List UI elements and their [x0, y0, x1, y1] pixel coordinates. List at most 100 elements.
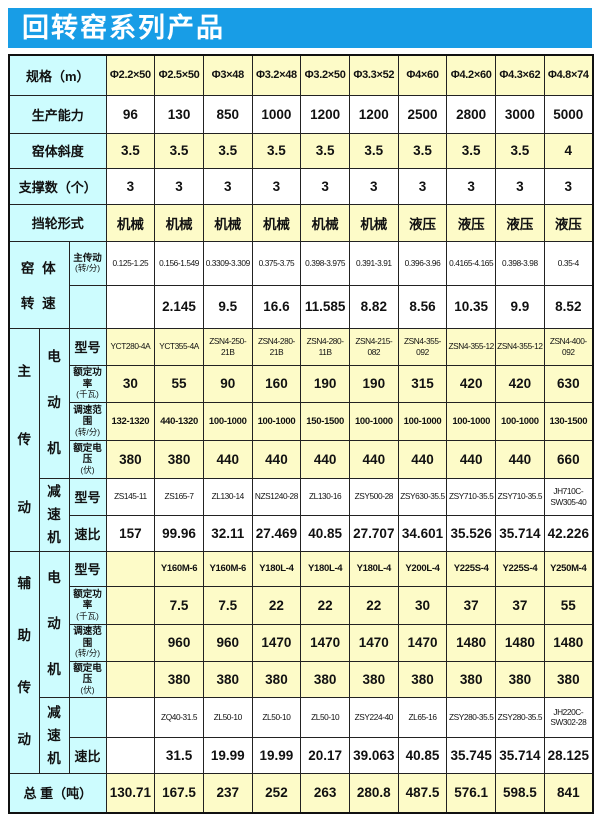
aux-motor-power-cell: 22: [251, 585, 302, 625]
weight-row: 总 重（吨） 130.71 167.5 237 252 263 280.8 48…: [8, 772, 594, 814]
aux-reducer-ratio-cell: 40.85: [397, 736, 448, 774]
aux-motor-power-cell: 55: [543, 585, 594, 625]
aux-reducer-model-cell: ZSY280-35.5: [446, 696, 497, 738]
main-motor-power-cell: 190: [300, 364, 350, 403]
capacity-row: 生产能力 96 130 850 1000 1200 1200 2500 2800…: [8, 94, 594, 134]
main-motor-range-cell: 132-1320: [105, 401, 156, 441]
weight-cell: 576.1: [446, 772, 497, 814]
aux-motor-label: 电动机: [38, 550, 70, 698]
aux-motor-range-cell: [105, 623, 156, 662]
spec-table: 规格（m） Φ2.2×50 Φ2.5×50 Φ3×48 Φ3.2×48 Φ3.2…: [8, 54, 594, 814]
weight-cell: 598.5: [495, 772, 545, 814]
main-motor-model-cell: ZSN4-250-21B: [202, 327, 253, 366]
weight-cell: 130.71: [105, 772, 156, 814]
supports-cell: 3: [154, 167, 204, 205]
speed-aux-cell: 9.9: [495, 284, 545, 329]
aux-motor-range-cell: 960: [154, 623, 204, 662]
main-reducer-model-cell: ZSY710-35.5: [446, 477, 497, 516]
main-motor-model-cell: ZSN4-355-092: [397, 327, 448, 366]
sub-row-label: 主传动 (转/分): [68, 240, 107, 286]
aux-motor-power-row: 额定功率 (千瓦) 7.5 7.5 22 22 22 30 37 37 55: [9, 585, 594, 625]
main-motor-range-cell: 100-1000: [446, 401, 497, 441]
main-motor-power-cell: 420: [495, 364, 545, 403]
aux-reducer-model-cell: ZL50-10: [251, 696, 302, 738]
sub-row-label: 速比: [68, 514, 107, 552]
slope-cell: 3.5: [251, 132, 302, 169]
sub-row-label: 调速范围 (转/分): [68, 401, 107, 441]
main-motor-range-cell: 130-1500: [543, 401, 594, 441]
main-motor-label: 电动机: [38, 327, 70, 479]
aux-motor-model-cell: Y225S-4: [446, 550, 497, 587]
aux-motor-power-cell: 30: [397, 585, 448, 625]
speed-aux-cell: 8.82: [348, 284, 399, 329]
aux-motor-model-cell: [105, 550, 156, 587]
kiln-speed-label-bottom: 转 速: [20, 295, 58, 311]
aux-motor-model-cell: Y180L-4: [348, 550, 399, 587]
aux-reducer-model-cell: ZL50-10: [202, 696, 253, 738]
speed-aux-cell: 9.5: [202, 284, 253, 329]
main-reducer-model-cell: ZSY710-35.5: [495, 477, 545, 516]
main-reducer-model-cell: ZS165-7: [154, 477, 204, 516]
supports-cell: 3: [397, 167, 448, 205]
speed-main-cell: 0.398-3.98: [495, 240, 545, 286]
roller-cell: 液压: [543, 203, 594, 242]
spec-row: 规格（m） Φ2.2×50 Φ2.5×50 Φ3×48 Φ3.2×48 Φ3.2…: [8, 54, 594, 96]
aux-motor-range-cell: 1470: [251, 623, 302, 662]
main-motor-volt-cell: 440: [202, 439, 253, 479]
aux-motor-power-cell: 7.5: [154, 585, 204, 625]
aux-motor-volt-cell: [105, 660, 156, 698]
speed-main-cell: 0.398-3.975: [300, 240, 350, 286]
main-motor-power-cell: 30: [105, 364, 156, 403]
main-motor-model-cell: YCT355-4A: [154, 327, 204, 366]
aux-motor-volt-cell: 380: [543, 660, 594, 698]
main-reducer-model-cell: ZL130-16: [300, 477, 350, 516]
aux-motor-volt-cell: 380: [446, 660, 497, 698]
aux-motor-volt-cell: 380: [495, 660, 545, 698]
aux-motor-model-cell: Y180L-4: [300, 550, 350, 587]
roller-cell: 机械: [154, 203, 204, 242]
main-reducer-ratio-cell: 99.96: [154, 514, 204, 552]
aux-motor-volt-cell: 380: [397, 660, 448, 698]
capacity-cell: 1200: [348, 94, 399, 134]
weight-cell: 237: [202, 772, 253, 814]
main-reducer-model-cell: ZSY630-35.5: [397, 477, 448, 516]
main-motor-volt-cell: 440: [251, 439, 302, 479]
main-motor-range-row: 调速范围 (转/分) 132-1320 440-1320 100-1000 10…: [9, 401, 594, 441]
aux-reducer-model-cell: ZL50-10: [300, 696, 350, 738]
weight-cell: 841: [543, 772, 594, 814]
main-motor-model-row: 主传动 电动机 型号 YCT280-4A YCT355-4A ZSN4-250-…: [8, 327, 594, 552]
aux-motor-volt-cell: 380: [202, 660, 253, 698]
main-reducer-ratio-row: 速比 157 99.96 32.11 27.469 40.85 27.707 3…: [9, 514, 594, 552]
slope-cell: 3.5: [446, 132, 497, 169]
capacity-cell: 130: [154, 94, 204, 134]
supports-cell: 3: [105, 167, 156, 205]
main-reducer-ratio-cell: 157: [105, 514, 156, 552]
aux-reducer-ratio-cell: 35.745: [446, 736, 497, 774]
aux-drive-label: 辅助传动: [8, 550, 40, 774]
main-motor-model-cell: ZSN4-280-11B: [300, 327, 350, 366]
main-motor-model-cell: ZSN4-355-12: [495, 327, 545, 366]
main-motor-volt-cell: 380: [154, 439, 204, 479]
spec-cell: Φ3.2×48: [251, 54, 302, 96]
aux-reducer-ratio-cell: 20.17: [300, 736, 350, 774]
slope-cell: 3.5: [202, 132, 253, 169]
roller-cell: 液压: [446, 203, 497, 242]
speed-aux-cell: 16.6: [251, 284, 302, 329]
slope-cell: 3.5: [397, 132, 448, 169]
speed-main-cell: 0.375-3.75: [251, 240, 302, 286]
roller-cell: 机械: [348, 203, 399, 242]
speed-aux-cell: 10.35: [446, 284, 497, 329]
aux-motor-volt-cell: 380: [348, 660, 399, 698]
supports-cell: 3: [251, 167, 302, 205]
speed-main-cell: 0.156-1.549: [154, 240, 204, 286]
row-label: 挡轮形式: [8, 203, 107, 242]
aux-motor-range-cell: 1470: [300, 623, 350, 662]
aux-motor-model-cell: Y250M-4: [543, 550, 594, 587]
speed-aux-cell: 8.52: [543, 284, 594, 329]
main-motor-power-cell: 90: [202, 364, 253, 403]
aux-motor-range-cell: 1470: [397, 623, 448, 662]
weight-cell: 487.5: [397, 772, 448, 814]
main-reducer-ratio-cell: 32.11: [202, 514, 253, 552]
supports-cell: 3: [543, 167, 594, 205]
weight-cell: 252: [251, 772, 302, 814]
